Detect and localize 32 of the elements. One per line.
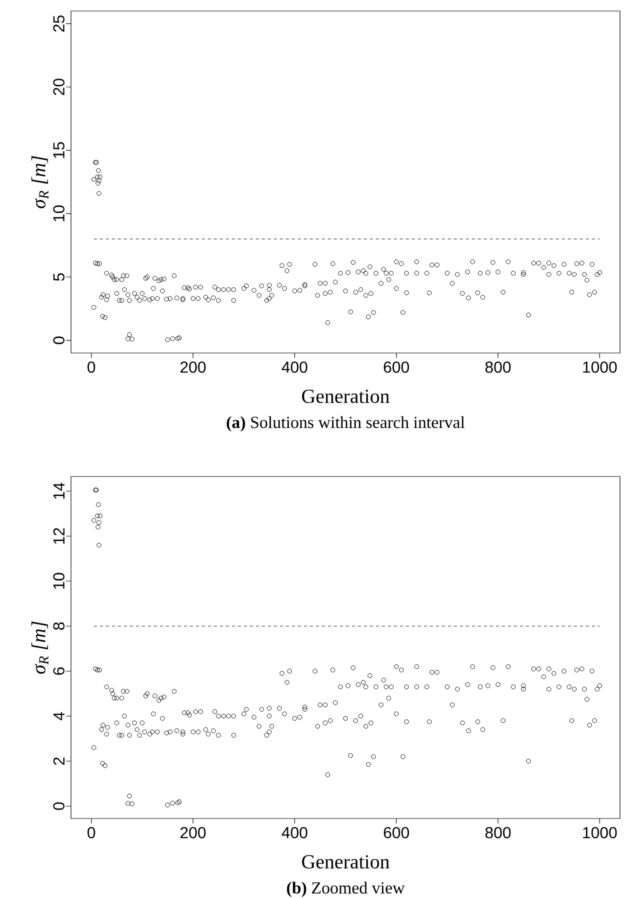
y-tick-label: 20 (53, 78, 64, 96)
y-tick-label: 8 (53, 622, 64, 630)
y-tick-label: 12 (53, 528, 64, 544)
x-tick-label: 400 (282, 362, 308, 373)
x-tick-label: 800 (485, 827, 511, 838)
x-tick-label: 600 (384, 827, 409, 838)
x-tick-label: 600 (384, 362, 409, 373)
y-tick-label: 5 (53, 273, 64, 281)
x-tick-label: 400 (282, 827, 308, 838)
x-tick-label: 800 (485, 362, 511, 373)
y-tick-label: 14 (54, 482, 64, 499)
y-tick-label: 25 (53, 15, 64, 32)
y-tick-label: 6 (53, 667, 64, 675)
y-tick-label: 0 (53, 336, 64, 344)
y-axis-title: σ$_{R}$ [m] (31, 156, 48, 208)
text: (a) Solutions within search interval (226, 416, 465, 432)
y-axis-title: σ$_{R}$ [m] (31, 622, 48, 674)
x-tick-label: 0 (88, 827, 96, 838)
x-tick-label: 200 (180, 362, 206, 373)
y-tick-label: 10 (53, 205, 64, 222)
x-tick-label: 1000 (583, 362, 617, 373)
x-tick-label: 200 (180, 827, 206, 838)
x-axis-title: Generation (302, 855, 390, 869)
y-tick-label: 0 (53, 802, 64, 810)
x-tick-label: 1000 (583, 827, 617, 838)
y-tick-label: 4 (54, 712, 64, 720)
text: (b) Zoomed view (286, 882, 405, 898)
x-tick-label: 0 (88, 362, 96, 373)
y-tick-label: 10 (53, 572, 64, 589)
x-axis-title: Generation (302, 390, 390, 404)
y-tick-label: 15 (53, 142, 64, 158)
y-tick-label: 2 (53, 757, 64, 765)
